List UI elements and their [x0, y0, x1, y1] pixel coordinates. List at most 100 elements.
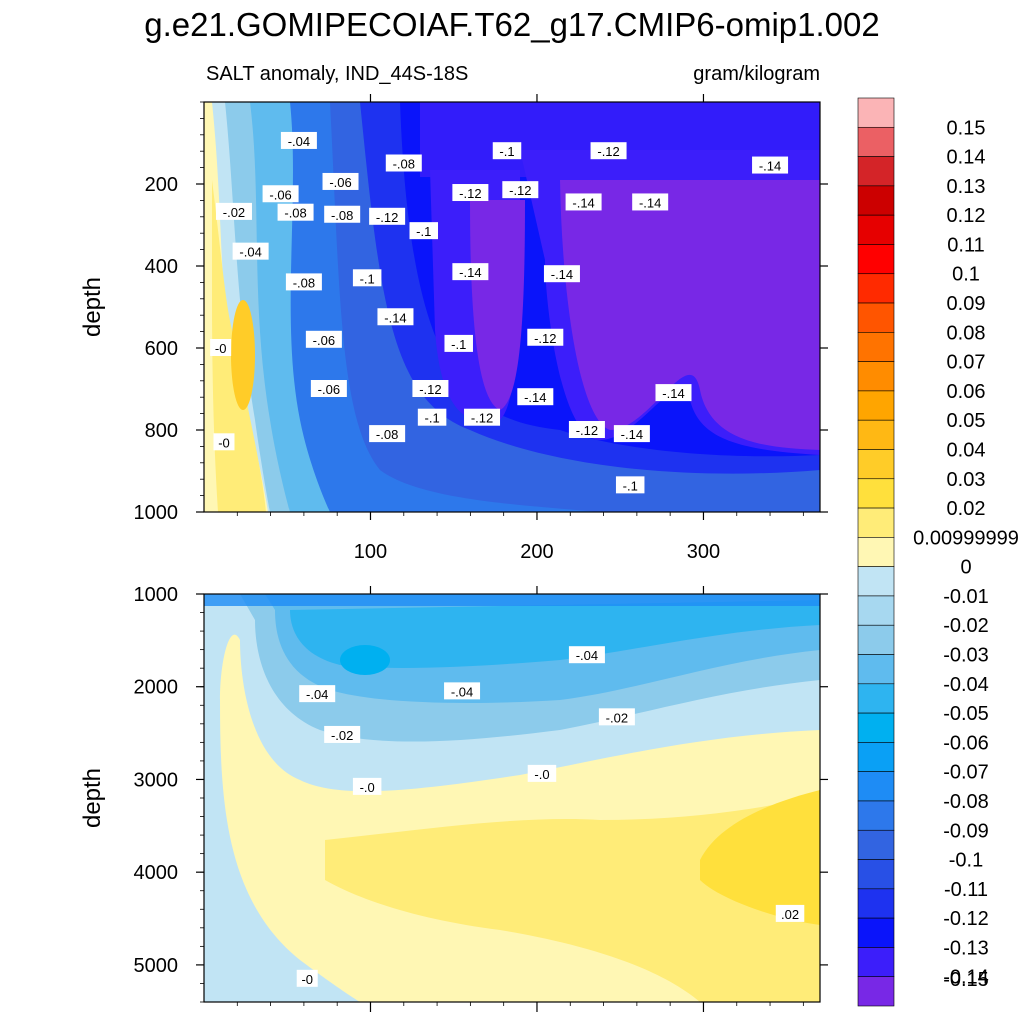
y-tick-label: 3000	[134, 769, 179, 791]
svg-text:-.12: -.12	[509, 183, 531, 198]
contour-label: -.1	[492, 142, 522, 160]
contour-label: -.06	[322, 172, 359, 190]
colorbar-swatch	[857, 800, 895, 831]
contour-label: -0	[213, 433, 235, 451]
y-tick-label: 1000	[134, 584, 179, 606]
contour-label: -.14	[752, 156, 789, 174]
contour-label: -.08	[324, 205, 361, 223]
contour-label: -.02	[324, 725, 361, 743]
contour-label: -.06	[262, 185, 299, 203]
svg-text:-.14: -.14	[384, 310, 406, 325]
top-panel-title: SALT anomaly, IND_44S-18S	[206, 63, 468, 85]
contour-label: -.0	[352, 777, 382, 795]
colorbar-swatch	[857, 976, 895, 1007]
colorbar-swatch	[857, 361, 895, 392]
colorbar-label: -0.1	[949, 850, 983, 872]
svg-text:-.04: -.04	[288, 134, 310, 149]
svg-text:-.1: -.1	[425, 411, 440, 426]
top-axes: 200 400 600 800 1000 100 200 300	[134, 94, 828, 563]
contour-label: -.02	[598, 708, 635, 726]
colorbar-swatch	[857, 97, 895, 128]
y-tick-label: 5000	[134, 955, 179, 977]
contour-label: -.12	[568, 421, 605, 438]
contour-label: -.08	[369, 425, 406, 443]
colorbar-label: -0.11	[944, 879, 988, 901]
svg-text:-.1: -.1	[623, 478, 638, 493]
svg-text:-.08: -.08	[284, 206, 306, 221]
colorbar-label: 0.02	[947, 498, 986, 520]
contour-label: -.14	[517, 388, 554, 406]
y-tick-label: 1000	[134, 502, 179, 524]
colorbar-swatch	[857, 742, 895, 772]
contour-label: -.14	[565, 193, 602, 211]
svg-text:-.08: -.08	[393, 157, 415, 172]
svg-text:-.08: -.08	[293, 275, 315, 290]
colorbar-swatch	[857, 595, 895, 626]
contour-label: -.12	[369, 207, 406, 225]
colorbar-swatch	[857, 214, 895, 245]
colorbar-swatch	[857, 332, 895, 362]
svg-text:-.0: -.0	[360, 780, 375, 795]
colorbar-label: -0.05	[943, 703, 989, 725]
colorbar-label: 0.09	[947, 293, 986, 315]
colorbar-swatch	[857, 566, 895, 597]
colorbar-swatch	[857, 126, 895, 157]
svg-text:-.12: -.12	[419, 382, 441, 397]
colorbar-swatch	[857, 478, 895, 509]
colorbar-swatch	[857, 624, 895, 655]
colorbar-swatch	[857, 419, 895, 450]
colorbar-swatch	[857, 244, 895, 275]
colorbar-label: 0.13	[947, 176, 986, 198]
colorbar-label: -0.12	[943, 908, 989, 930]
svg-text:-.1: -.1	[451, 337, 466, 352]
svg-text:-.1: -.1	[416, 224, 431, 239]
top-purple-core-1	[470, 200, 525, 410]
contour-label: -.1	[409, 222, 439, 240]
contour-label: -.14	[543, 265, 580, 283]
svg-text:-.06: -.06	[313, 333, 335, 348]
colorbar-swatch	[857, 537, 895, 567]
contour-label: -.14	[377, 308, 414, 326]
contour-label: -.04	[299, 685, 336, 703]
contour-label: -.04	[444, 682, 481, 700]
contour-label: -0	[210, 339, 232, 356]
y-tick-label: 4000	[134, 862, 179, 884]
svg-text:-.14: -.14	[639, 195, 661, 210]
colorbar: 0.15 0.14 0.13 0.12 0.11 0.1 0.09 0.08 0.07 0.06 0…	[857, 97, 1019, 1007]
contour-label: -.04	[232, 242, 269, 260]
svg-text:-.12: -.12	[534, 331, 556, 346]
colorbar-swatch	[857, 507, 895, 538]
svg-text:-0: -0	[218, 435, 230, 450]
bot-band-blue2	[290, 600, 820, 668]
colorbar-label: -0.09	[943, 820, 989, 842]
bottom-axes: 1000 2000 3000 4000 5000	[134, 584, 828, 1012]
y-tick-label: 400	[145, 256, 178, 278]
contour-label: -.12	[502, 181, 539, 199]
y-tick-label: 800	[145, 420, 178, 442]
svg-text:-.06: -.06	[269, 187, 291, 202]
colorbar-label: -0.03	[943, 645, 989, 667]
colorbar-label: -0.02	[943, 615, 989, 637]
svg-text:-.02: -.02	[606, 710, 628, 725]
svg-text:-.14: -.14	[551, 267, 573, 282]
contour-label: -.08	[277, 203, 314, 221]
colorbar-swatch	[857, 654, 895, 685]
colorbar-label: -0.07	[943, 762, 989, 784]
y-tick-label: 200	[145, 174, 178, 196]
colorbar-label: -0.08	[943, 791, 989, 813]
bot-top-strip	[204, 594, 820, 606]
top-ylabel: depth	[79, 277, 106, 337]
svg-text:-.12: -.12	[459, 186, 481, 201]
colorbar-swatch	[857, 449, 895, 480]
contour-label: -.08	[385, 154, 422, 172]
bot-band-yellow-core	[700, 790, 820, 925]
contour-label: -.14	[632, 193, 669, 211]
top-panel: SALT anomaly, IND_44S-18S gram/kilogram …	[79, 63, 828, 563]
contour-label: -.0	[527, 764, 557, 782]
contour-label: -.12	[452, 184, 489, 202]
svg-text:-.06: -.06	[329, 175, 351, 190]
colorbar-label: 0.03	[947, 469, 986, 491]
contour-label: -.08	[285, 273, 322, 291]
bottom-ylabel: depth	[79, 768, 106, 828]
colorbar-label: 0.00999999	[913, 527, 1019, 549]
